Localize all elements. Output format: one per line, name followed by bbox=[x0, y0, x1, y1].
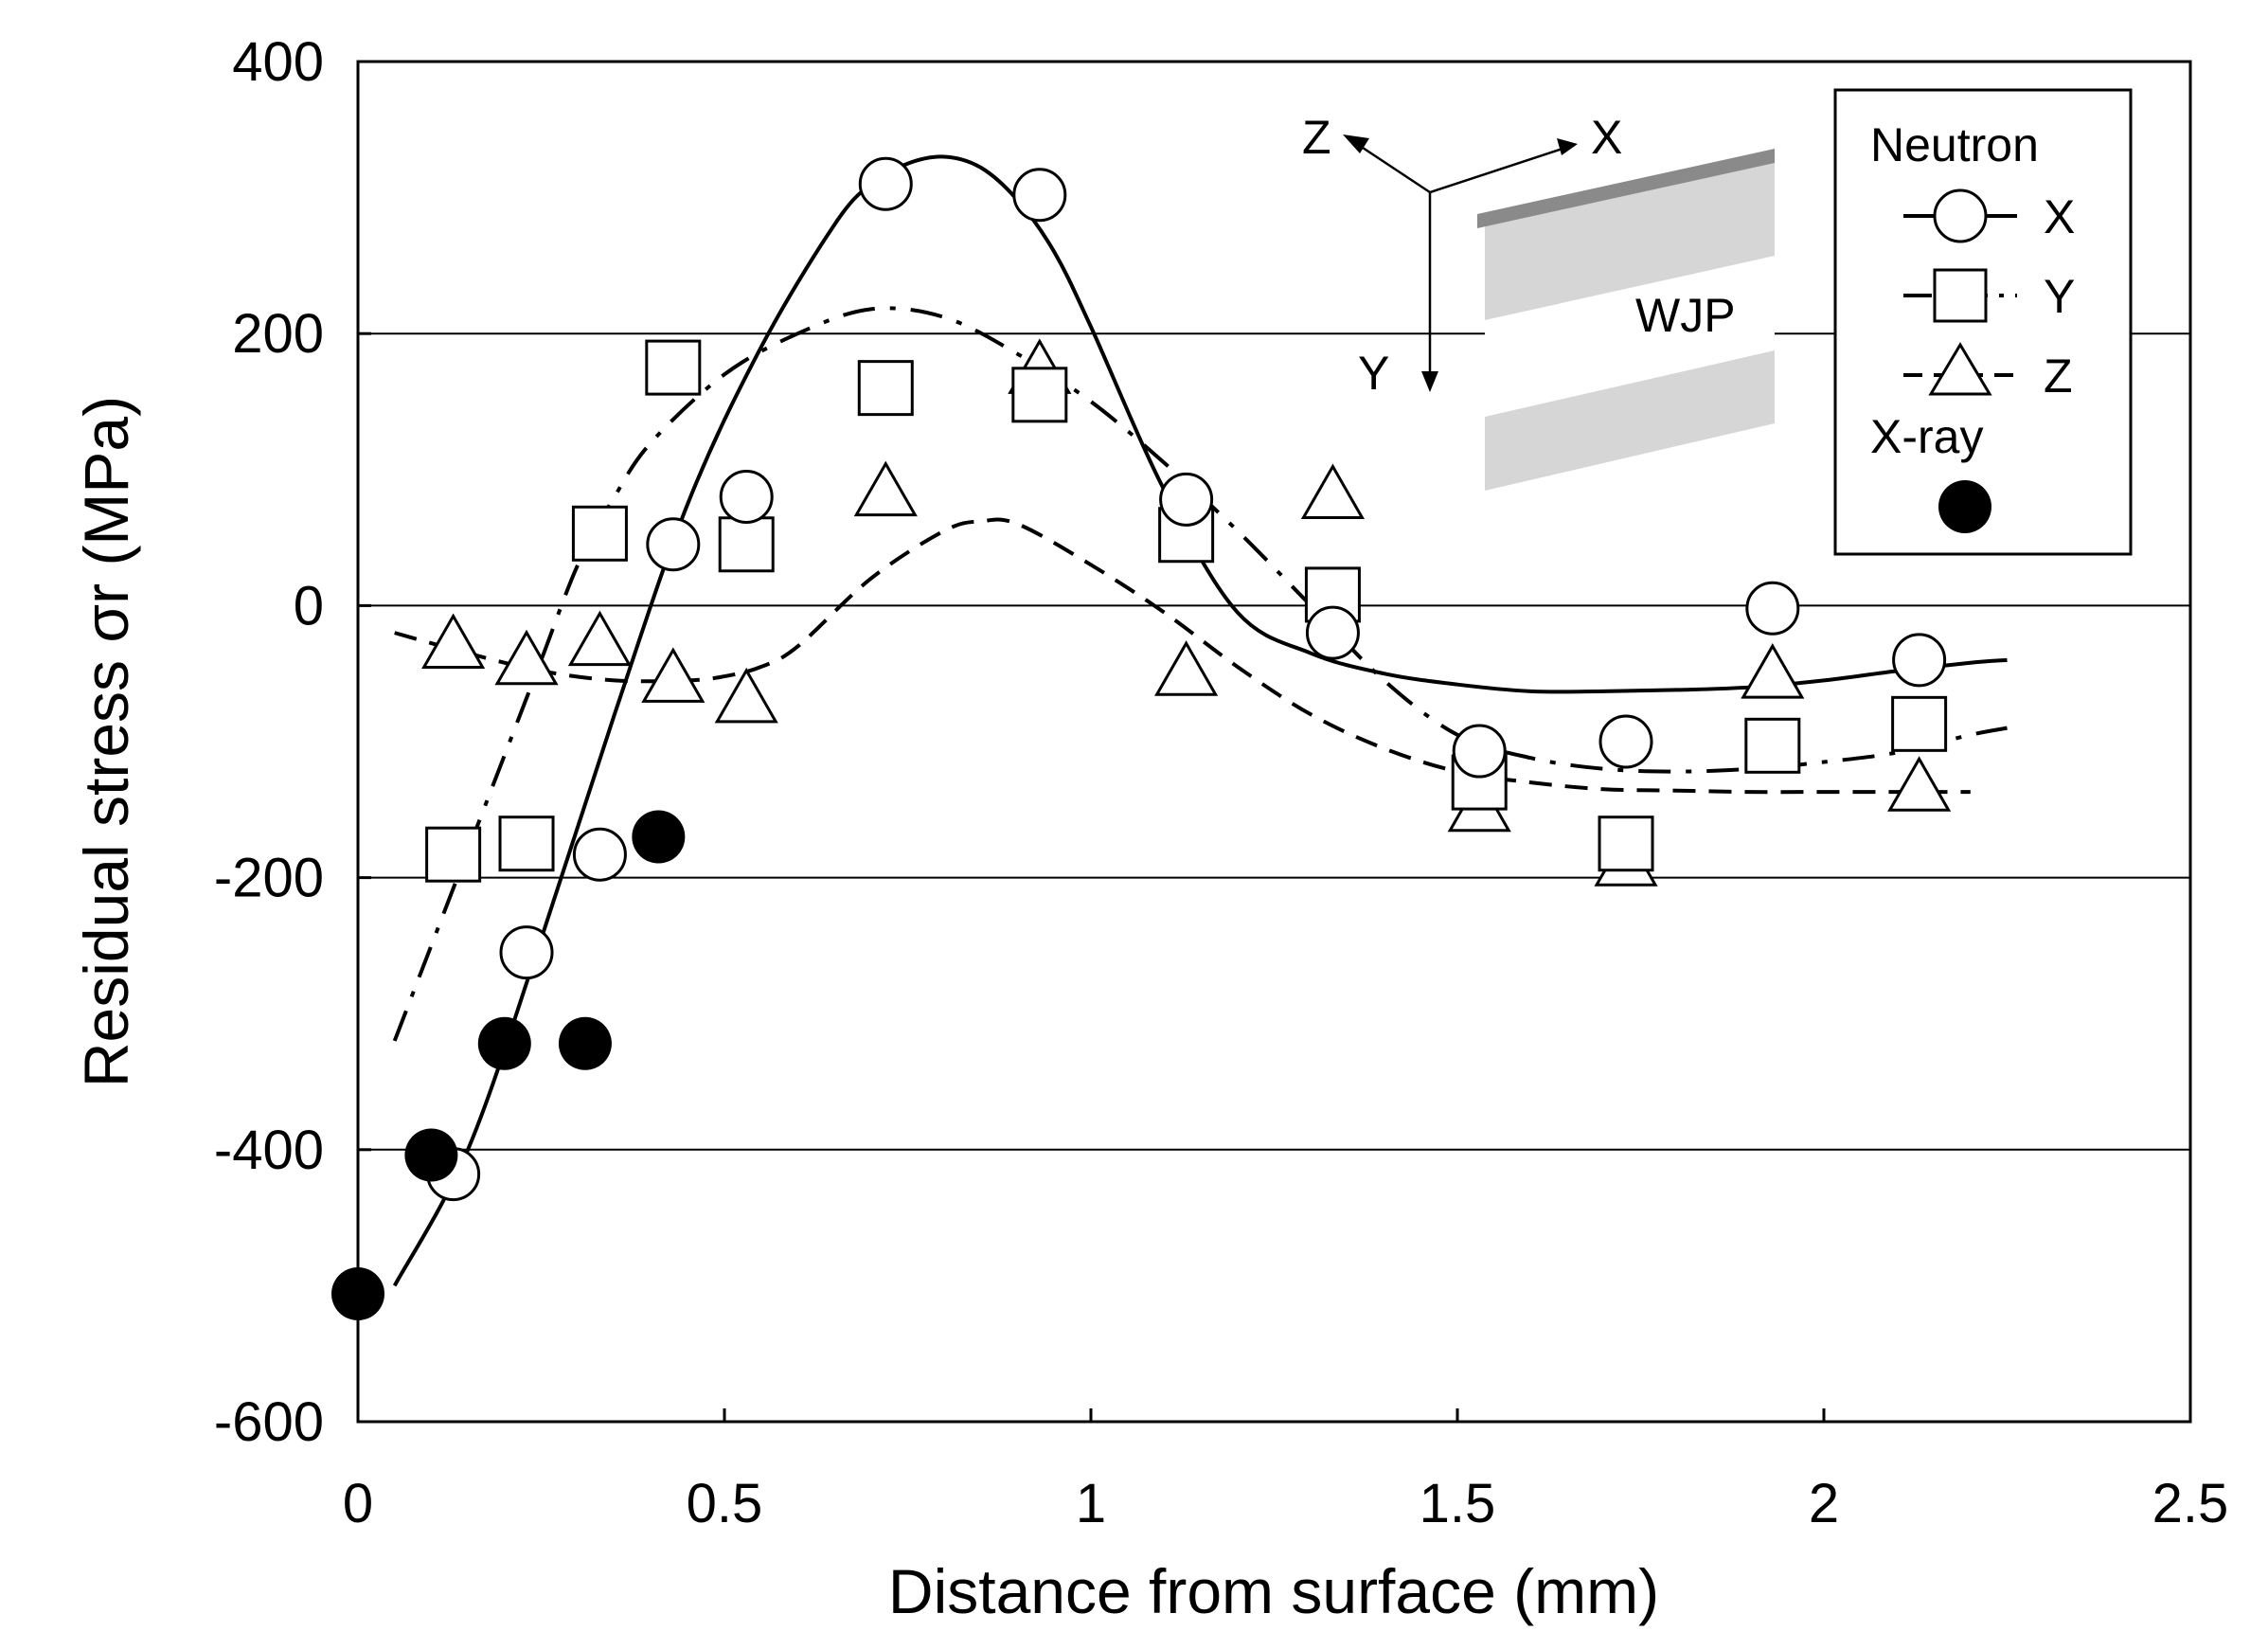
point-x bbox=[1598, 714, 1653, 769]
point-x bbox=[1159, 472, 1214, 527]
axis-x-label: X bbox=[1591, 111, 1622, 164]
point-y bbox=[425, 826, 482, 883]
axis-ticks: 0 0.5 1 1.5 2 2.5 400 200 0 -200 -400 -600 bbox=[214, 31, 2228, 1534]
legend-z-marker bbox=[1928, 342, 1992, 396]
x-tick-label: 2 bbox=[1809, 1473, 1839, 1534]
x-tick-label: 2.5 bbox=[2152, 1473, 2229, 1534]
coordinate-annotation: Z X Y WJP bbox=[1302, 111, 1775, 491]
legend-neutron-label: Neutron bbox=[1870, 118, 2039, 171]
data-markers bbox=[331, 156, 1952, 1321]
legend-y-label: Y bbox=[2044, 270, 2075, 323]
point-z bbox=[853, 460, 918, 517]
axis-z-arrow bbox=[1353, 140, 1431, 194]
point-y bbox=[1891, 695, 1948, 752]
axis-x-arrowhead bbox=[1557, 138, 1578, 155]
point-z bbox=[494, 629, 559, 686]
point-x bbox=[858, 156, 913, 211]
x-tick-label: 0.5 bbox=[687, 1473, 763, 1534]
x-axis-title: Distance from surface (mm) bbox=[888, 1556, 1659, 1626]
y-tick-label: -600 bbox=[214, 1391, 324, 1453]
axis-x-arrow bbox=[1429, 146, 1566, 194]
y-tick-label: -400 bbox=[214, 1120, 324, 1181]
point-x bbox=[719, 470, 774, 525]
y-tick-label: 0 bbox=[294, 575, 324, 636]
point-x bbox=[499, 925, 554, 980]
point-y bbox=[718, 516, 775, 573]
legend-x-marker bbox=[1933, 188, 1988, 243]
fit-curve-x bbox=[392, 154, 2008, 1287]
legend-y-marker bbox=[1933, 268, 1988, 323]
point-z bbox=[1741, 643, 1805, 699]
point-x bbox=[572, 827, 627, 882]
point-xray bbox=[477, 1016, 531, 1070]
point-y bbox=[1598, 816, 1654, 872]
specimen-top-edge bbox=[1477, 149, 1775, 228]
point-y bbox=[498, 816, 555, 872]
legend-xray-label: X-ray bbox=[1870, 410, 1983, 463]
x-tick-label: 1 bbox=[1076, 1473, 1106, 1534]
wjp-label: WJP bbox=[1635, 289, 1736, 342]
y-axis-title: Residual stress σr (MPa) bbox=[71, 396, 141, 1087]
point-z bbox=[421, 613, 486, 669]
point-x bbox=[1745, 581, 1800, 636]
axis-z-label: Z bbox=[1302, 111, 1331, 164]
x-tick-label: 1.5 bbox=[1420, 1473, 1496, 1534]
point-x bbox=[1892, 633, 1947, 688]
legend: Neutron X Y Z X-ray bbox=[1833, 88, 2133, 556]
legend-z-label: Z bbox=[2044, 350, 2073, 403]
x-tick-label: 0 bbox=[343, 1473, 373, 1534]
point-y bbox=[1744, 717, 1801, 774]
y-tick-label: 400 bbox=[232, 31, 324, 93]
legend-x-label: X bbox=[2044, 190, 2075, 243]
point-x bbox=[1012, 168, 1067, 223]
point-xray bbox=[558, 1016, 612, 1070]
point-z bbox=[641, 647, 705, 703]
point-xray bbox=[632, 810, 686, 864]
point-z bbox=[714, 667, 778, 724]
point-xray bbox=[404, 1128, 458, 1182]
point-z bbox=[567, 610, 633, 667]
y-tick-label: -200 bbox=[214, 848, 324, 909]
point-y bbox=[571, 505, 628, 562]
point-z bbox=[1300, 463, 1366, 520]
point-y bbox=[1011, 367, 1068, 423]
point-y bbox=[645, 339, 702, 396]
axis-z-arrowhead bbox=[1343, 134, 1369, 153]
point-x bbox=[1452, 724, 1507, 779]
point-z bbox=[1154, 640, 1219, 696]
wjp-band bbox=[1485, 256, 1775, 417]
axis-y-arrowhead bbox=[1421, 371, 1438, 392]
axis-y-label: Y bbox=[1358, 347, 1389, 400]
point-z bbox=[1887, 756, 1952, 812]
plot-frame bbox=[356, 60, 2192, 1424]
point-x bbox=[646, 517, 701, 572]
point-x bbox=[1305, 605, 1360, 660]
y-tick-label: 200 bbox=[232, 303, 324, 365]
legend-xray-marker bbox=[1938, 480, 1991, 533]
point-y bbox=[857, 360, 914, 417]
